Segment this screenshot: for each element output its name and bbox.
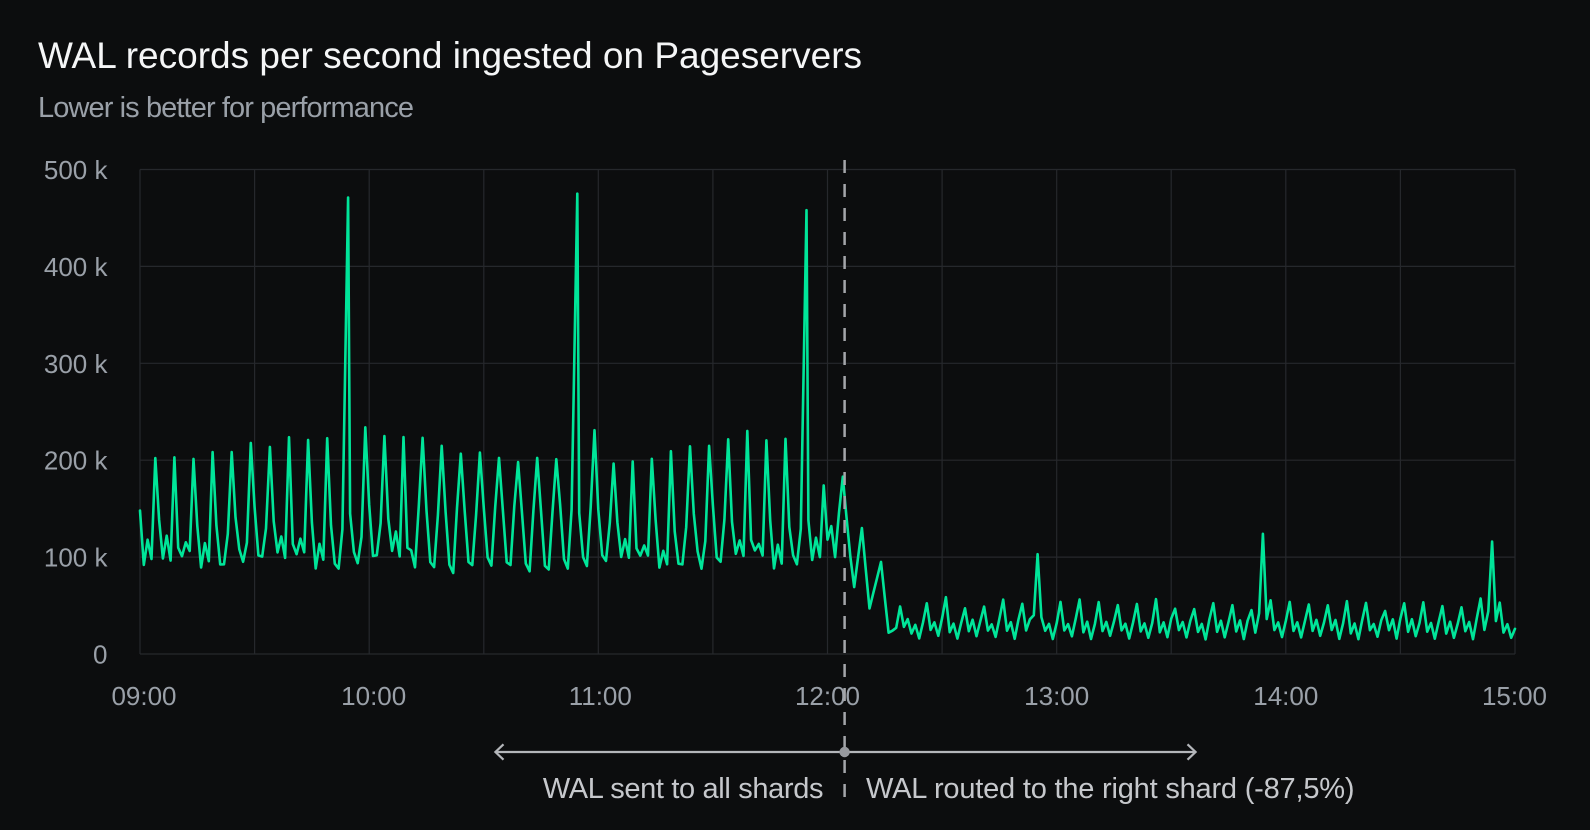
- svg-text:WAL records per second ingeste: WAL records per second ingested on Pages…: [38, 35, 862, 76]
- svg-text:100 k: 100 k: [44, 543, 109, 573]
- svg-text:WAL routed to the right shard: WAL routed to the right shard (-87,5%): [866, 773, 1354, 805]
- svg-text:13:00: 13:00: [1024, 681, 1089, 711]
- svg-text:10:00: 10:00: [341, 681, 406, 711]
- svg-text:Lower is better for performanc: Lower is better for performance: [38, 92, 413, 124]
- svg-text:300 k: 300 k: [44, 349, 109, 379]
- svg-text:12:00: 12:00: [795, 681, 860, 711]
- svg-text:WAL sent to all shards: WAL sent to all shards: [543, 773, 823, 805]
- svg-text:400 k: 400 k: [44, 252, 109, 282]
- svg-text:15:00: 15:00: [1482, 681, 1547, 711]
- svg-text:14:00: 14:00: [1253, 681, 1318, 711]
- svg-text:0: 0: [93, 640, 107, 670]
- svg-text:500 k: 500 k: [44, 155, 109, 185]
- svg-text:11:00: 11:00: [569, 681, 632, 711]
- svg-text:200 k: 200 k: [44, 446, 109, 476]
- svg-text:09:00: 09:00: [111, 681, 176, 711]
